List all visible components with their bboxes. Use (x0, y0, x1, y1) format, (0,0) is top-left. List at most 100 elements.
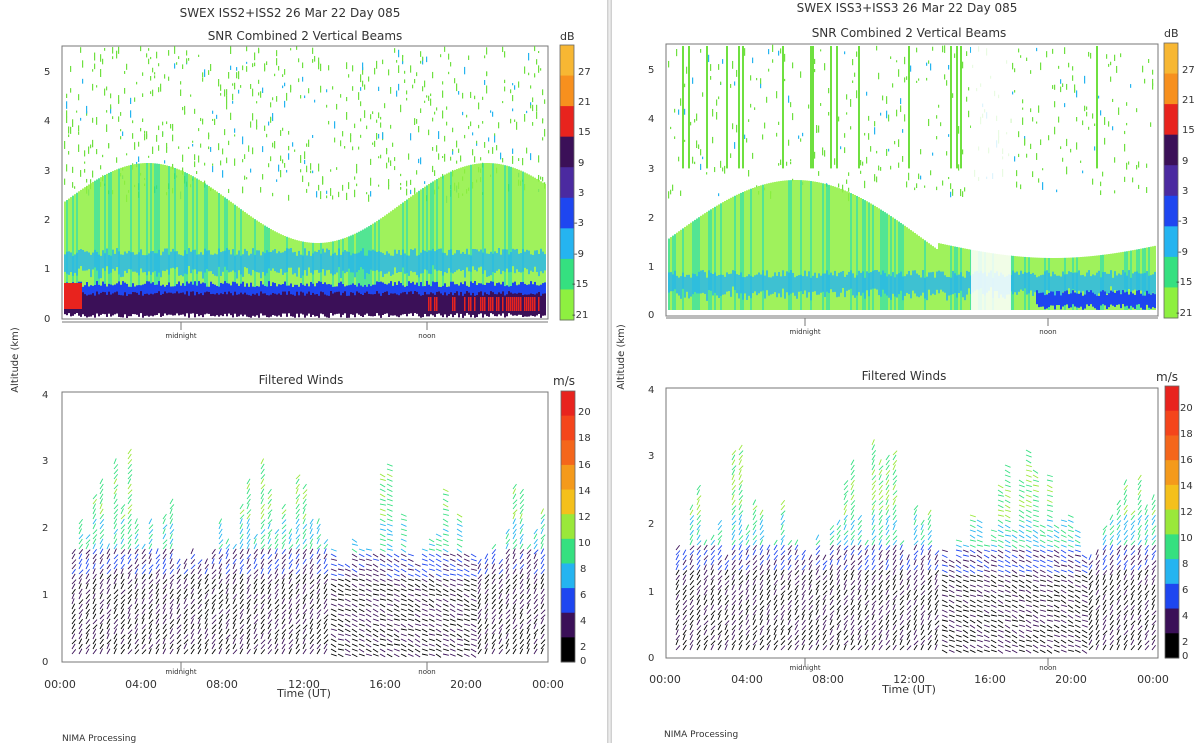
wind-barb (519, 564, 525, 570)
wind-barb (759, 529, 765, 536)
snr-cell (1114, 271, 1116, 291)
snr-cell (318, 184, 320, 191)
wind-barb (491, 578, 496, 585)
wind-barb (260, 538, 265, 545)
snr-cell (500, 152, 502, 160)
wind-barb (260, 498, 264, 505)
wind-barb (724, 614, 729, 621)
wind-barb (176, 598, 180, 605)
snr-cell (710, 64, 712, 71)
colorbar-segment (561, 440, 575, 466)
snr-cell (134, 142, 136, 150)
wind-barb (505, 609, 511, 615)
snr-cell (126, 295, 128, 318)
wind-barb (393, 623, 400, 627)
wind-barb (372, 653, 379, 657)
wind-barb (176, 584, 182, 590)
wind-barb (246, 543, 250, 550)
wind-barb (169, 553, 173, 560)
wind-barb (724, 560, 730, 566)
snr-cell (694, 119, 696, 123)
snr-cell (762, 270, 764, 291)
snr-cell (148, 281, 150, 300)
wind-barb (752, 644, 756, 651)
snr-cell (856, 51, 858, 57)
time-tick: 00:00 (532, 678, 564, 691)
wind-barb (120, 628, 125, 635)
wind-barb (281, 643, 286, 650)
wind-barb (407, 633, 414, 637)
snr-cell (216, 293, 218, 316)
wind-barb (309, 608, 314, 615)
snr-cell (532, 176, 534, 313)
wind-barb (106, 578, 111, 585)
wind-barb (141, 613, 146, 620)
wind-barb (246, 594, 252, 600)
snr-cell (444, 153, 446, 162)
snr-cell (204, 283, 206, 302)
snr-cell (854, 194, 856, 310)
wind-barb (505, 558, 510, 565)
wind-barb (309, 618, 314, 625)
snr-cell (728, 198, 730, 310)
snr-cell (1044, 295, 1046, 310)
snr-cell (702, 270, 704, 293)
snr-cell (94, 52, 96, 61)
wind-barb (239, 588, 244, 595)
wind-barb (288, 544, 294, 550)
snr-cell (840, 146, 842, 150)
wind-barb (148, 623, 153, 630)
wind-barb (540, 563, 545, 570)
snr-cell (920, 237, 922, 310)
wind-barb (449, 593, 456, 597)
snr-cell (1100, 277, 1102, 300)
wind-barb (540, 583, 545, 590)
snr-cell (878, 72, 880, 80)
wind-barb (491, 624, 497, 630)
wind-barb (491, 598, 496, 605)
snr-cell (186, 253, 188, 275)
wind-barb (204, 603, 208, 610)
wind-barb (780, 555, 786, 561)
snr-cell (772, 59, 774, 63)
alt-tick: 4 (44, 116, 50, 127)
snr-cell (760, 185, 762, 310)
wind-barb (162, 579, 168, 585)
wind-barb (113, 543, 118, 550)
snr-cell (332, 241, 334, 313)
wind-barb (309, 598, 314, 605)
snr-cell (420, 60, 422, 64)
snr-cell (472, 283, 474, 302)
snr-cell (110, 294, 112, 317)
snr-cell (748, 170, 750, 177)
snr-cell (410, 65, 412, 73)
cb-tick: 14 (578, 486, 591, 497)
snr-cell (428, 184, 430, 313)
snr-cell (1062, 271, 1064, 292)
wind-barb (682, 644, 687, 651)
wind-barb (295, 563, 300, 570)
snr-cell (402, 54, 404, 58)
wind-barb (442, 643, 449, 647)
snr-cell (540, 181, 542, 313)
wind-barb (225, 559, 231, 565)
window-splitter[interactable] (607, 0, 612, 743)
snr-cell (786, 271, 788, 293)
wind-barb (99, 614, 105, 620)
wind-barb (169, 623, 174, 630)
wind-barb (498, 598, 503, 605)
alt-tick: 0 (648, 310, 654, 321)
snr-cell (534, 281, 536, 300)
snr-cell (314, 242, 316, 313)
wind-barb (407, 553, 414, 557)
wind-barb (689, 619, 694, 626)
snr-cell (1082, 295, 1084, 310)
wind-barb (211, 594, 217, 600)
wind-barb (477, 643, 481, 650)
wind-barb (540, 633, 545, 640)
snr-cell (1032, 117, 1034, 122)
snr-cell (1058, 116, 1060, 123)
wind-barb (239, 514, 245, 520)
snr-cell (484, 142, 486, 148)
snr-cell (852, 80, 854, 83)
